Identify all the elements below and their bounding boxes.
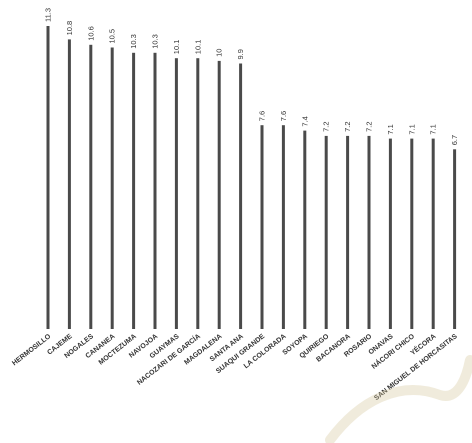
bar-19 (431, 138, 435, 329)
bar-11 (260, 125, 264, 329)
bar-10 (239, 63, 243, 329)
value-label-7: 10.1 (172, 40, 181, 55)
value-label-18: 7.1 (407, 124, 416, 134)
bar-3 (89, 44, 93, 330)
watermark-group (325, 355, 472, 443)
bar-1 (46, 26, 50, 329)
bar-9 (217, 60, 221, 330)
value-label-16: 7.2 (365, 121, 374, 131)
bar-5 (132, 52, 136, 330)
bar-4 (110, 47, 114, 329)
value-label-15: 7.2 (343, 121, 352, 131)
category-label-9: MAGDALENA (183, 333, 223, 367)
value-label-9: 10 (215, 49, 224, 57)
value-label-13: 7.4 (300, 116, 309, 126)
value-label-4: 10.5 (108, 29, 117, 44)
bar-14 (324, 135, 328, 329)
value-label-20: 6.7 (450, 135, 459, 145)
bar-6 (153, 52, 157, 330)
bar-2 (67, 39, 71, 330)
bar-15 (346, 135, 350, 329)
value-label-19: 7.1 (429, 124, 438, 134)
value-label-12: 7.6 (279, 111, 288, 121)
bars-group (46, 26, 457, 330)
value-label-5: 10.3 (129, 34, 138, 49)
bar-20 (453, 149, 457, 329)
value-label-14: 7.2 (322, 121, 331, 131)
bar-17 (388, 138, 392, 329)
value-label-2: 10.8 (65, 21, 74, 36)
value-label-8: 10.1 (193, 40, 202, 55)
watermark-mark (325, 355, 472, 443)
value-labels-group: 11.3 10.8 10.6 10.5 10.3 10.3 10.1 10.1 10 9.9 7.6… (44, 8, 460, 145)
category-label-5: MOCTEZUMA (98, 333, 138, 367)
bar-18 (410, 138, 414, 329)
value-label-6: 10.3 (151, 34, 160, 49)
value-label-11: 7.6 (258, 111, 267, 121)
value-label-17: 7.1 (386, 124, 395, 134)
value-label-1: 11.3 (44, 8, 53, 22)
bar-8 (196, 58, 200, 329)
bar-7 (174, 58, 178, 329)
value-label-10: 9.9 (236, 49, 245, 59)
bar-12 (281, 125, 285, 329)
bar-13 (303, 130, 307, 329)
value-label-3: 10.6 (86, 26, 95, 41)
bar-16 (367, 135, 371, 329)
